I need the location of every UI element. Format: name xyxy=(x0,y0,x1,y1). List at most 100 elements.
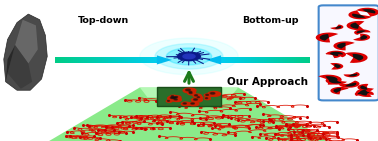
Wedge shape xyxy=(330,87,349,94)
Bar xyxy=(294,57,296,63)
Bar xyxy=(273,57,275,63)
Bar xyxy=(151,57,153,63)
Bar xyxy=(130,57,133,63)
Bar xyxy=(149,57,151,63)
Text: Our Approach: Our Approach xyxy=(227,77,308,87)
Circle shape xyxy=(174,97,177,98)
Circle shape xyxy=(189,102,199,106)
Circle shape xyxy=(172,97,175,98)
Circle shape xyxy=(196,96,203,99)
Circle shape xyxy=(172,98,181,102)
Wedge shape xyxy=(362,9,375,13)
Bar xyxy=(234,57,236,63)
Bar xyxy=(285,57,287,63)
Bar xyxy=(296,57,298,63)
FancyBboxPatch shape xyxy=(157,87,221,106)
Bar xyxy=(246,57,248,63)
Bar xyxy=(278,57,280,63)
Wedge shape xyxy=(326,51,346,57)
Wedge shape xyxy=(320,34,329,41)
Circle shape xyxy=(175,96,178,97)
Bar xyxy=(305,57,307,63)
Circle shape xyxy=(206,94,208,95)
Bar xyxy=(136,57,139,63)
Wedge shape xyxy=(339,81,359,88)
Bar xyxy=(63,57,65,63)
Bar xyxy=(269,57,271,63)
Circle shape xyxy=(191,103,194,104)
Bar xyxy=(71,57,74,63)
Circle shape xyxy=(188,92,195,95)
Bar xyxy=(255,57,257,63)
Bar xyxy=(267,57,270,63)
Wedge shape xyxy=(333,88,341,93)
Bar xyxy=(259,57,260,63)
Circle shape xyxy=(194,99,197,100)
Bar xyxy=(143,57,145,63)
Circle shape xyxy=(172,96,180,99)
Wedge shape xyxy=(330,25,344,29)
Circle shape xyxy=(189,91,192,92)
Circle shape xyxy=(170,95,176,97)
Bar xyxy=(225,57,227,63)
Bar xyxy=(91,57,94,63)
Wedge shape xyxy=(335,26,341,29)
Wedge shape xyxy=(360,85,367,90)
Wedge shape xyxy=(356,88,374,97)
Wedge shape xyxy=(337,43,345,49)
Bar xyxy=(260,57,262,63)
Bar xyxy=(262,57,264,63)
Bar xyxy=(248,57,250,63)
Bar xyxy=(124,57,127,63)
Wedge shape xyxy=(358,92,370,94)
Wedge shape xyxy=(344,72,359,77)
Circle shape xyxy=(183,103,186,104)
Wedge shape xyxy=(354,29,370,35)
Circle shape xyxy=(193,94,201,97)
Circle shape xyxy=(195,95,198,96)
Wedge shape xyxy=(358,84,372,91)
Bar xyxy=(226,57,229,63)
Wedge shape xyxy=(355,91,374,96)
Polygon shape xyxy=(157,55,172,64)
Wedge shape xyxy=(345,83,356,87)
Bar xyxy=(118,57,121,63)
Bar xyxy=(141,57,143,63)
Wedge shape xyxy=(350,23,359,29)
Circle shape xyxy=(187,91,195,94)
Bar xyxy=(290,57,293,63)
Bar xyxy=(147,57,149,63)
Text: Top-down: Top-down xyxy=(78,16,130,25)
Bar xyxy=(98,57,100,63)
Bar xyxy=(126,57,129,63)
Bar xyxy=(90,57,92,63)
Circle shape xyxy=(186,89,190,91)
Bar xyxy=(153,57,155,63)
Bar xyxy=(122,57,125,63)
Bar xyxy=(112,57,115,63)
Bar xyxy=(145,57,147,63)
Circle shape xyxy=(178,52,200,61)
Polygon shape xyxy=(8,45,32,89)
Bar xyxy=(289,57,291,63)
Bar xyxy=(61,57,64,63)
Bar xyxy=(292,57,294,63)
Bar xyxy=(69,57,71,63)
Bar xyxy=(85,57,88,63)
Bar xyxy=(257,57,259,63)
Polygon shape xyxy=(15,20,38,63)
Circle shape xyxy=(206,98,208,99)
Bar xyxy=(301,57,303,63)
Circle shape xyxy=(204,94,212,97)
Bar xyxy=(110,57,112,63)
Bar xyxy=(100,57,102,63)
Bar xyxy=(297,57,300,63)
Bar xyxy=(77,57,80,63)
Wedge shape xyxy=(348,74,357,76)
Bar xyxy=(253,57,255,63)
Polygon shape xyxy=(49,87,329,141)
Bar xyxy=(232,57,234,63)
FancyBboxPatch shape xyxy=(319,5,378,100)
Bar xyxy=(235,57,237,63)
Circle shape xyxy=(183,54,195,59)
